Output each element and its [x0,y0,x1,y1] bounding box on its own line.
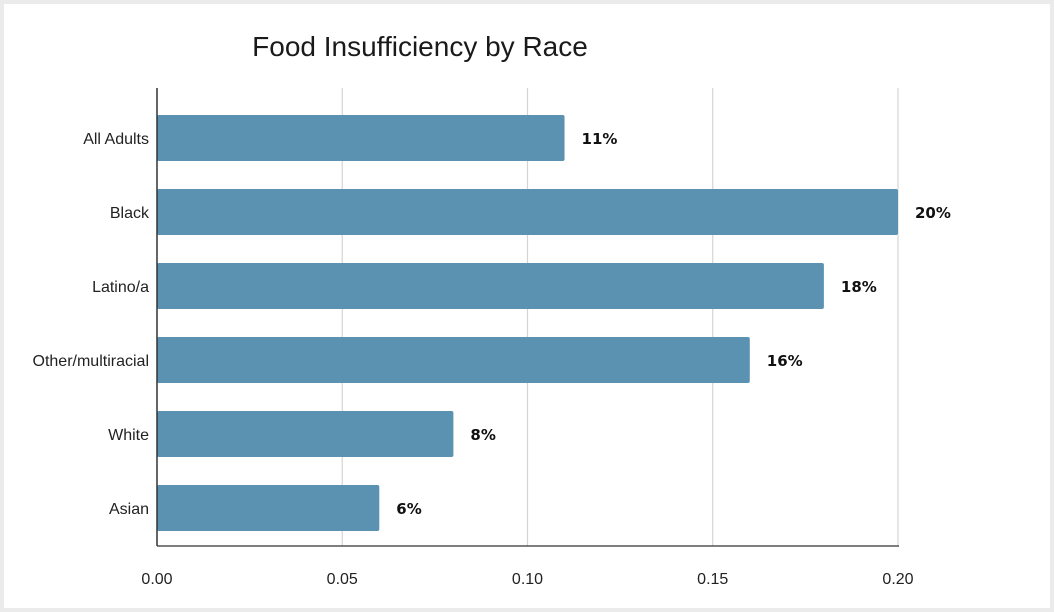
x-tick-label: 0.05 [327,571,358,588]
x-tick-label: 0.00 [141,571,172,588]
category-label: White [108,427,149,444]
bar [157,485,380,531]
bar [157,411,454,457]
data-label: 6% [396,500,421,518]
data-label: 20% [915,204,951,222]
bar [157,263,824,309]
category-label: All Adults [83,131,149,148]
chart-title: Food Insufficiency by Race [252,31,588,62]
category-label: Latino/a [92,279,149,296]
bar [157,337,750,383]
bar [157,189,898,235]
category-label: Asian [109,501,149,518]
data-label: 16% [767,352,803,370]
x-tick-label: 0.20 [882,571,913,588]
data-label: 8% [470,426,495,444]
category-label: Other/multiracial [33,353,149,370]
x-tick-label: 0.10 [512,571,543,588]
bar [157,115,565,161]
grid-lines [341,88,899,546]
axes [156,88,899,547]
x-tick-label: 0.15 [697,571,728,588]
data-label: 18% [841,278,877,296]
category-label: Black [110,205,150,222]
labels: 0.00 0.05 0.10 0.15 0.20 All Adults 11% Black 20… [33,130,951,588]
bars [157,115,898,531]
data-label: 11% [582,130,618,148]
